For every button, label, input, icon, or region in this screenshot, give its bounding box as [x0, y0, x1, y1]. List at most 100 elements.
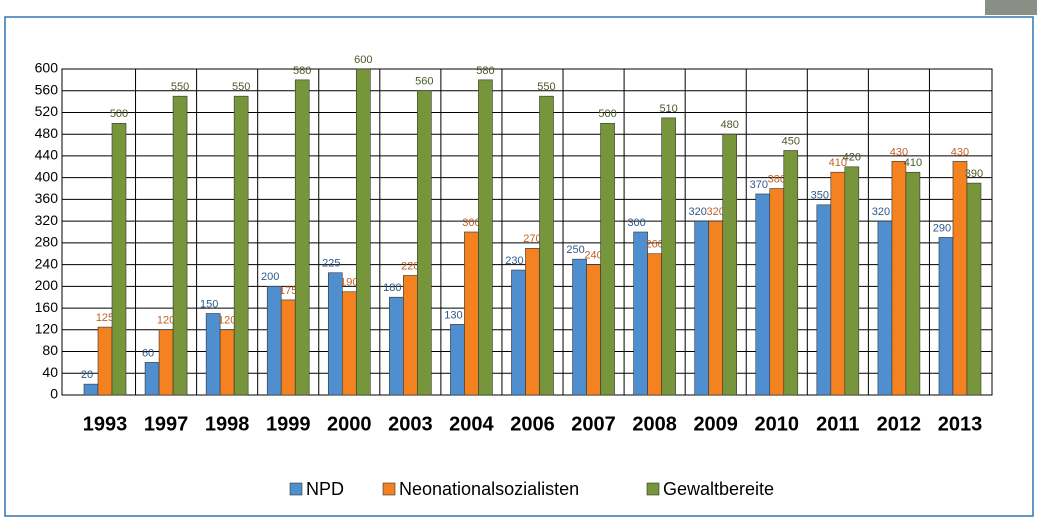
- bar: [722, 133, 738, 396]
- data-label: 410: [904, 157, 922, 169]
- bar: [891, 161, 907, 396]
- bar: [450, 324, 465, 396]
- data-label: 550: [537, 81, 555, 93]
- y-tick-label: 240: [35, 255, 59, 271]
- bar: [111, 123, 127, 396]
- bar: [403, 275, 418, 396]
- data-label: 150: [200, 298, 218, 310]
- bar: [769, 188, 785, 396]
- x-tick-label: 2007: [571, 413, 616, 435]
- legend-swatch: [289, 482, 303, 496]
- data-label: 120: [157, 315, 175, 327]
- y-tick-label: 320: [35, 212, 59, 228]
- data-label: 230: [505, 255, 523, 267]
- legend-label: Neonationalsozialisten: [399, 479, 579, 499]
- bar: [144, 362, 160, 396]
- x-tick-label: 2011: [816, 413, 859, 435]
- x-tick-label: 2012: [877, 413, 922, 435]
- data-label: 500: [598, 108, 616, 120]
- bar: [905, 171, 921, 396]
- y-tick-label: 200: [35, 277, 59, 293]
- data-label: 250: [566, 244, 584, 256]
- x-tick-label: 2009: [693, 413, 738, 435]
- data-label: 500: [110, 108, 128, 120]
- data-label: 300: [627, 217, 645, 229]
- bar: [172, 95, 188, 396]
- data-label: 580: [293, 65, 311, 77]
- bar: [294, 79, 310, 396]
- bar: [266, 286, 282, 396]
- bar: [661, 117, 676, 396]
- bar: [816, 204, 832, 396]
- bar: [647, 253, 662, 396]
- data-label: 270: [523, 233, 541, 245]
- x-tick-label: 2013: [938, 413, 983, 435]
- y-tick-label: 280: [35, 234, 59, 250]
- data-label: 60: [142, 347, 154, 359]
- y-tick-label: 160: [35, 299, 59, 315]
- data-label: 580: [476, 65, 494, 77]
- bar: [844, 166, 860, 396]
- data-label: 410: [829, 157, 847, 169]
- x-tick-label: 1993: [83, 413, 128, 435]
- x-tick-label: 2003: [388, 413, 433, 435]
- bar: [417, 90, 432, 396]
- data-label: 430: [951, 146, 969, 158]
- data-label: 480: [721, 119, 739, 131]
- data-label: 260: [645, 239, 663, 251]
- bar: [525, 248, 540, 396]
- data-label: 200: [261, 271, 279, 283]
- legend-label: NPD: [306, 479, 344, 499]
- y-tick-label: 520: [35, 103, 59, 119]
- data-label: 560: [415, 76, 433, 88]
- y-tick-label: 440: [35, 147, 59, 163]
- y-tick-label: 40: [42, 364, 58, 380]
- legend-swatch: [382, 482, 396, 496]
- bar: [633, 231, 648, 396]
- bar: [511, 269, 526, 396]
- x-tick-label: 2004: [449, 413, 494, 435]
- bar: [233, 95, 249, 396]
- data-label: 600: [354, 54, 372, 66]
- bar: [694, 220, 710, 396]
- y-tick-label: 480: [35, 125, 59, 141]
- data-label: 180: [383, 282, 401, 294]
- bar: [830, 171, 846, 396]
- bar: [708, 220, 724, 396]
- legend-swatch: [646, 482, 660, 496]
- x-tick-label: 2006: [510, 413, 555, 435]
- y-tick-label: 600: [35, 60, 59, 76]
- bar: [539, 95, 554, 396]
- data-label: 390: [965, 168, 983, 180]
- bar: [97, 326, 113, 396]
- y-tick-label: 560: [35, 81, 59, 97]
- data-label: 320: [707, 206, 725, 218]
- data-label: 175: [279, 285, 297, 297]
- data-label: 240: [584, 250, 602, 262]
- thumbnail: [985, 0, 1037, 15]
- bar: [219, 329, 235, 396]
- x-tick-label: 2008: [632, 413, 677, 435]
- bar: [478, 79, 493, 396]
- bar: [280, 299, 296, 396]
- data-label: 220: [401, 260, 419, 272]
- bar: [572, 258, 587, 396]
- data-label: 225: [322, 258, 340, 270]
- bar: [600, 123, 615, 396]
- data-label: 430: [890, 146, 908, 158]
- data-label: 550: [232, 81, 250, 93]
- y-tick-label: 400: [35, 168, 59, 184]
- y-tick-label: 80: [42, 342, 58, 358]
- x-tick-label: 2000: [327, 413, 372, 435]
- data-label: 550: [171, 81, 189, 93]
- bar: [586, 264, 601, 396]
- x-tick-label: 1999: [266, 413, 311, 435]
- data-label: 300: [462, 217, 480, 229]
- y-tick-label: 120: [35, 321, 59, 337]
- bar: [83, 383, 99, 396]
- data-label: 320: [872, 206, 890, 218]
- data-label: 380: [768, 173, 786, 185]
- bar: [877, 220, 893, 396]
- bar: [938, 237, 954, 396]
